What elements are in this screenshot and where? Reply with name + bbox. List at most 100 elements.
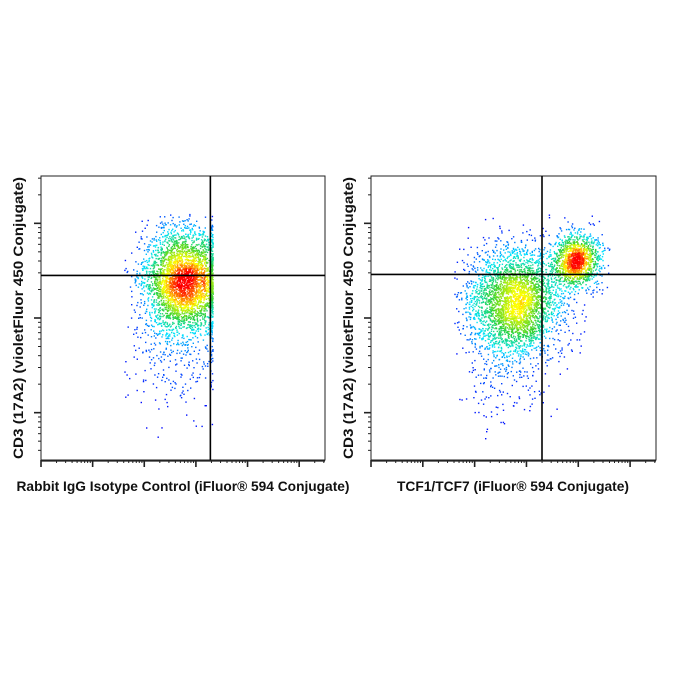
data-point	[151, 284, 154, 287]
data-point	[211, 315, 213, 317]
data-point	[212, 308, 214, 310]
data-point	[572, 234, 574, 237]
data-point	[174, 387, 176, 390]
data-point	[189, 270, 192, 273]
data-point	[583, 238, 585, 240]
data-point	[210, 361, 213, 364]
data-point	[165, 262, 168, 264]
data-point	[211, 324, 213, 326]
data-point	[170, 306, 172, 308]
data-point	[174, 310, 176, 312]
data-point	[530, 254, 532, 257]
data-point	[141, 293, 143, 295]
data-point	[177, 245, 179, 247]
data-point	[482, 236, 485, 239]
data-point	[143, 285, 145, 287]
data-point	[197, 341, 199, 343]
data-point	[192, 294, 194, 297]
data-point	[180, 256, 183, 258]
data-point	[155, 337, 157, 339]
data-point	[529, 229, 531, 231]
data-point	[154, 311, 156, 314]
data-point	[565, 319, 567, 321]
data-point	[472, 304, 474, 306]
data-point	[569, 288, 571, 290]
data-point	[172, 321, 174, 324]
data-point	[171, 277, 173, 280]
data-point	[208, 281, 210, 283]
data-point	[462, 327, 464, 330]
data-point	[211, 295, 213, 297]
data-point	[560, 320, 562, 322]
data-point	[476, 252, 479, 254]
data-point	[148, 325, 150, 327]
data-point	[474, 338, 476, 340]
data-point	[200, 293, 202, 295]
data-point	[177, 284, 179, 287]
data-point	[173, 294, 176, 296]
data-point	[499, 227, 501, 230]
data-point	[173, 277, 175, 280]
data-point	[516, 347, 518, 349]
data-point	[192, 360, 194, 362]
data-point	[189, 288, 192, 291]
data-point	[163, 358, 165, 361]
data-point	[192, 269, 194, 271]
data-point	[574, 227, 576, 229]
data-point	[196, 267, 199, 269]
data-point	[147, 251, 149, 253]
data-point	[212, 311, 214, 313]
data-point	[154, 310, 156, 313]
data-point	[168, 335, 170, 337]
data-point	[182, 343, 185, 345]
data-point	[526, 253, 528, 256]
data-point	[539, 332, 541, 334]
data-point	[180, 342, 182, 345]
data-point	[568, 228, 571, 231]
data-point	[169, 264, 171, 266]
data-point	[596, 272, 598, 274]
data-point	[161, 296, 163, 298]
data-point	[211, 301, 214, 304]
data-point	[487, 259, 489, 261]
data-point	[586, 239, 588, 241]
data-point	[512, 251, 515, 253]
data-point	[475, 376, 477, 378]
data-point	[177, 292, 179, 295]
data-point	[211, 268, 213, 270]
data-point	[551, 292, 553, 294]
data-point	[180, 360, 182, 362]
data-point	[174, 303, 177, 305]
data-point	[548, 256, 550, 259]
data-point	[179, 321, 181, 323]
data-point	[589, 233, 592, 235]
data-point	[179, 253, 181, 255]
data-point	[211, 316, 213, 318]
data-point	[194, 257, 196, 259]
data-point	[502, 260, 504, 262]
data-point	[499, 256, 501, 258]
data-point	[488, 347, 490, 349]
data-point	[161, 259, 163, 262]
data-point	[553, 344, 555, 346]
data-point	[472, 369, 475, 372]
data-point	[192, 234, 194, 237]
data-point	[189, 331, 192, 334]
data-point	[192, 278, 195, 280]
data-point	[595, 275, 597, 277]
data-point	[538, 258, 541, 260]
data-point	[182, 322, 185, 324]
data-point	[168, 289, 170, 291]
data-point	[185, 252, 187, 254]
data-point	[561, 300, 563, 302]
data-point	[480, 330, 482, 332]
data-point	[211, 289, 213, 291]
data-point	[171, 265, 174, 268]
data-point	[163, 272, 165, 274]
data-point	[474, 369, 476, 371]
data-point	[590, 238, 593, 240]
data-point	[580, 228, 583, 230]
data-point	[188, 338, 190, 341]
data-point	[558, 242, 561, 244]
data-point	[166, 290, 168, 292]
